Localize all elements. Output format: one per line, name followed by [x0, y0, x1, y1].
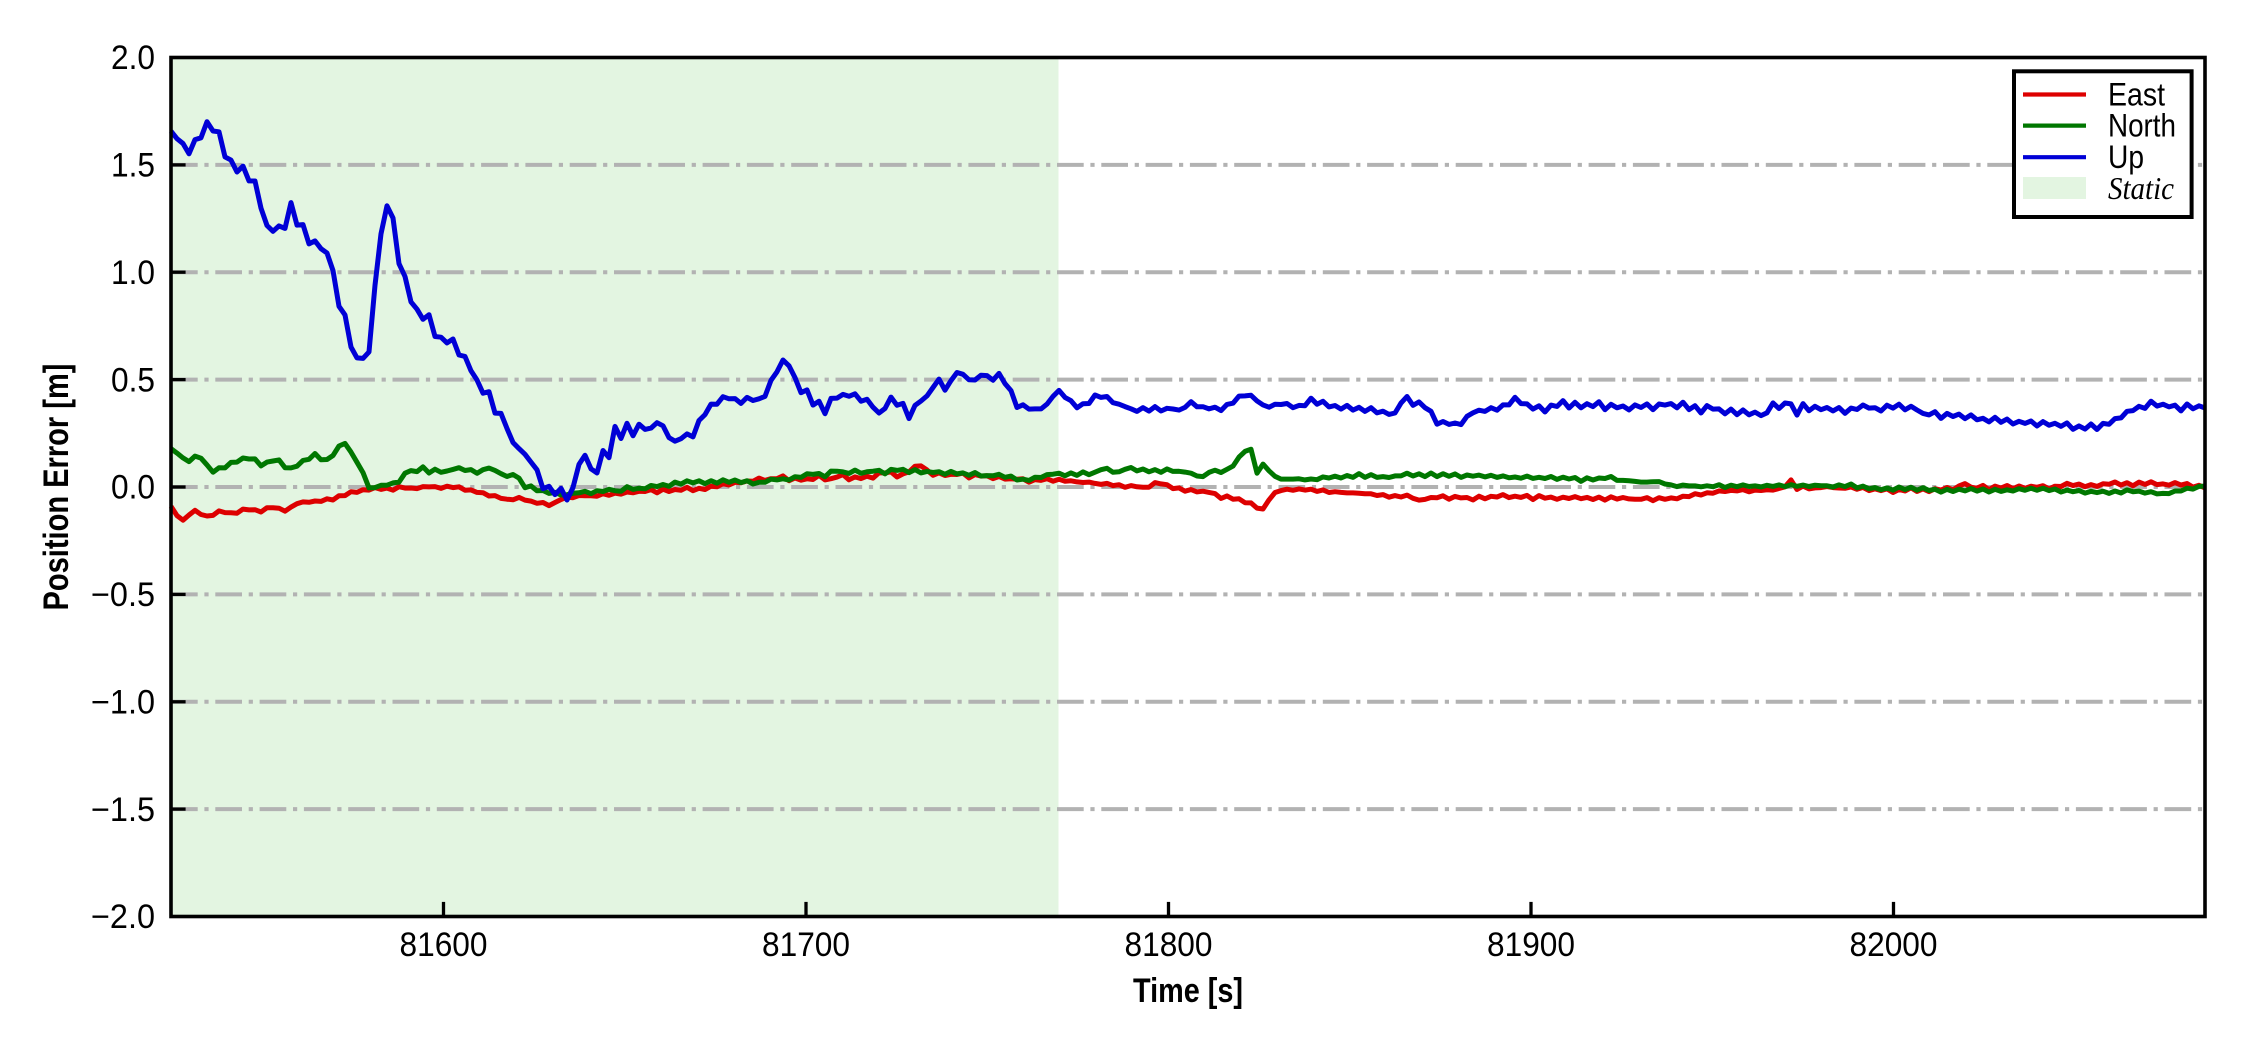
svg-text:0.0: 0.0: [111, 469, 155, 507]
svg-text:1.5: 1.5: [111, 147, 155, 185]
svg-text:81700: 81700: [762, 926, 850, 964]
svg-text:North: North: [2108, 108, 2176, 144]
svg-text:Time [s]: Time [s]: [1133, 972, 1243, 1010]
svg-text:81600: 81600: [400, 926, 488, 964]
svg-text:Static: Static: [2108, 170, 2174, 206]
svg-text:81800: 81800: [1125, 926, 1213, 964]
svg-text:2.0: 2.0: [111, 39, 155, 77]
svg-text:82000: 82000: [1850, 926, 1938, 964]
svg-text:−1.5: −1.5: [91, 791, 155, 829]
svg-text:East: East: [2108, 77, 2165, 113]
svg-text:−0.5: −0.5: [91, 576, 155, 614]
svg-text:−1.0: −1.0: [91, 684, 155, 722]
svg-text:1.0: 1.0: [111, 254, 155, 292]
svg-text:−2.0: −2.0: [91, 898, 155, 936]
svg-text:Position Error [m]: Position Error [m]: [37, 364, 76, 611]
svg-text:81900: 81900: [1487, 926, 1575, 964]
svg-text:0.5: 0.5: [111, 361, 155, 399]
svg-text:Up: Up: [2108, 139, 2144, 175]
